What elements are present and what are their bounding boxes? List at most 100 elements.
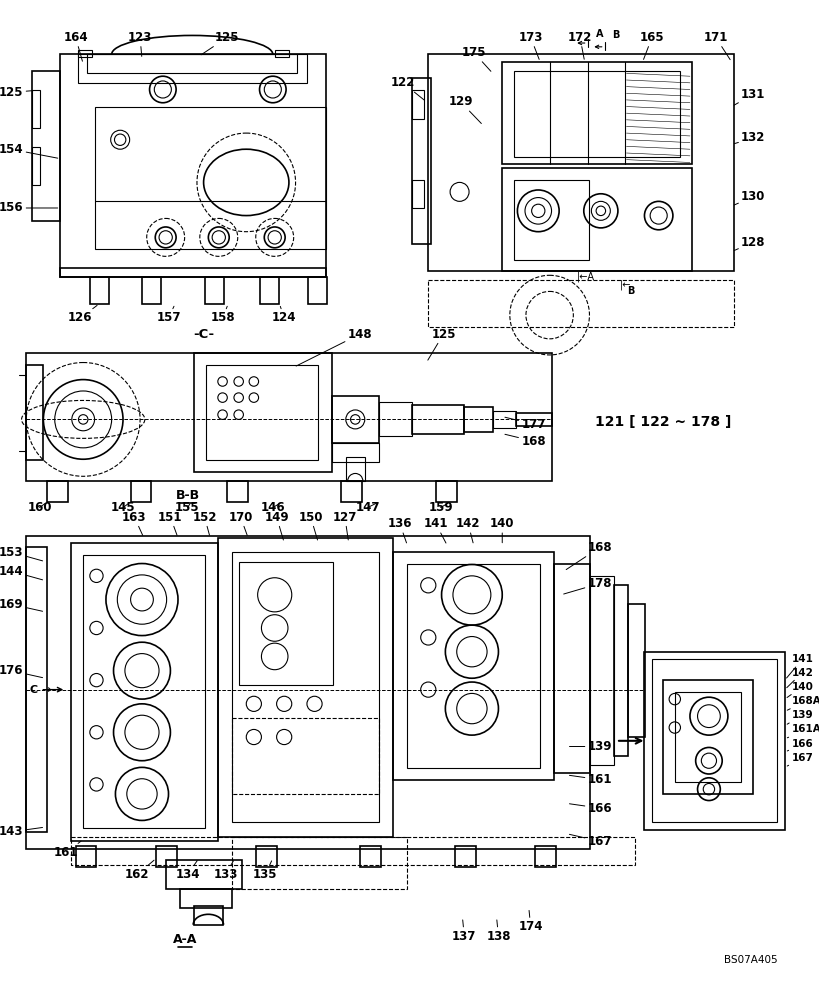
Text: 147: 147: [355, 501, 379, 514]
Text: 141: 141: [423, 517, 447, 543]
Bar: [206, 365, 318, 460]
Text: A-A: A-A: [172, 933, 197, 946]
Text: 166: 166: [568, 802, 612, 815]
Bar: [32, 71, 61, 221]
Bar: [238, 562, 333, 685]
Text: 144: 144: [0, 565, 43, 580]
Bar: [194, 353, 331, 472]
Text: B-B: B-B: [175, 489, 199, 502]
Text: 140: 140: [490, 517, 514, 543]
Bar: [274, 50, 288, 57]
Text: 161A: 161A: [786, 724, 819, 738]
Text: BS07A405: BS07A405: [722, 955, 776, 965]
Bar: [227, 481, 248, 502]
Text: 124: 124: [272, 306, 296, 324]
Text: 172: 172: [567, 31, 591, 59]
Text: 141: 141: [785, 654, 812, 678]
Text: 173: 173: [518, 31, 542, 59]
Text: 145: 145: [111, 501, 135, 514]
Text: 162: 162: [124, 860, 154, 881]
Bar: [412, 180, 423, 208]
Text: 177: 177: [505, 417, 545, 431]
Bar: [75, 846, 97, 867]
Text: 125: 125: [0, 86, 33, 99]
Bar: [412, 90, 423, 119]
Text: 129: 129: [448, 95, 481, 124]
Text: 142: 142: [455, 517, 480, 543]
Text: 121 [ 122 ~ 178 ]: 121 [ 122 ~ 178 ]: [595, 415, 731, 429]
Text: 123: 123: [128, 31, 152, 56]
Text: C →: C →: [30, 685, 52, 695]
Text: 143: 143: [0, 825, 43, 838]
Text: 149: 149: [264, 511, 288, 540]
Bar: [412, 405, 464, 434]
Text: 171: 171: [703, 31, 729, 60]
Bar: [378, 402, 412, 436]
Bar: [26, 353, 552, 481]
Bar: [165, 860, 242, 889]
Bar: [232, 552, 378, 822]
Text: 176: 176: [0, 664, 43, 678]
Bar: [204, 277, 224, 304]
Bar: [142, 277, 161, 304]
Text: 134: 134: [175, 861, 200, 881]
Text: 159: 159: [428, 501, 452, 514]
Text: 136: 136: [387, 517, 412, 543]
Bar: [360, 846, 381, 867]
Bar: [78, 54, 306, 83]
Bar: [232, 718, 378, 794]
Text: 163: 163: [122, 511, 147, 535]
Bar: [48, 481, 68, 502]
Text: -C-: -C-: [192, 328, 214, 341]
Bar: [94, 107, 325, 249]
Bar: [627, 604, 645, 737]
Bar: [428, 280, 733, 327]
Bar: [26, 536, 590, 849]
Bar: [218, 538, 393, 837]
Bar: [83, 555, 204, 828]
Bar: [130, 481, 152, 502]
Text: 140: 140: [786, 682, 812, 697]
Bar: [256, 846, 276, 867]
Bar: [674, 692, 740, 782]
Bar: [90, 277, 109, 304]
Text: 148: 148: [296, 328, 372, 366]
Text: 128: 128: [733, 236, 765, 250]
Text: 125: 125: [428, 328, 455, 360]
Bar: [70, 837, 634, 865]
Bar: [513, 180, 589, 260]
Text: 154: 154: [0, 143, 57, 158]
Text: 158: 158: [210, 306, 234, 324]
Bar: [501, 168, 691, 271]
Bar: [407, 564, 540, 768]
Text: 169: 169: [0, 598, 43, 611]
Text: |←: |←: [619, 280, 631, 290]
Bar: [663, 680, 753, 794]
Bar: [590, 576, 613, 765]
Text: 156: 156: [0, 201, 57, 214]
Bar: [61, 54, 325, 277]
Bar: [331, 443, 378, 462]
Text: B: B: [627, 286, 634, 296]
Bar: [492, 411, 516, 428]
Bar: [455, 846, 475, 867]
Bar: [651, 659, 776, 822]
Bar: [393, 552, 554, 780]
Bar: [32, 90, 39, 128]
Text: 150: 150: [298, 511, 323, 540]
Bar: [554, 564, 590, 773]
Bar: [464, 407, 492, 432]
Text: 161: 161: [568, 773, 611, 786]
Text: 153: 153: [0, 546, 43, 561]
Text: 168: 168: [565, 541, 612, 570]
Text: B: B: [612, 30, 619, 40]
Text: 137: 137: [451, 920, 476, 943]
Text: 178: 178: [563, 577, 611, 594]
Bar: [26, 547, 48, 832]
Text: 133: 133: [213, 861, 238, 881]
Text: 166: 166: [786, 739, 812, 751]
Bar: [61, 268, 325, 277]
Bar: [436, 481, 456, 502]
Text: 168: 168: [505, 434, 545, 448]
Text: 127: 127: [333, 511, 356, 540]
